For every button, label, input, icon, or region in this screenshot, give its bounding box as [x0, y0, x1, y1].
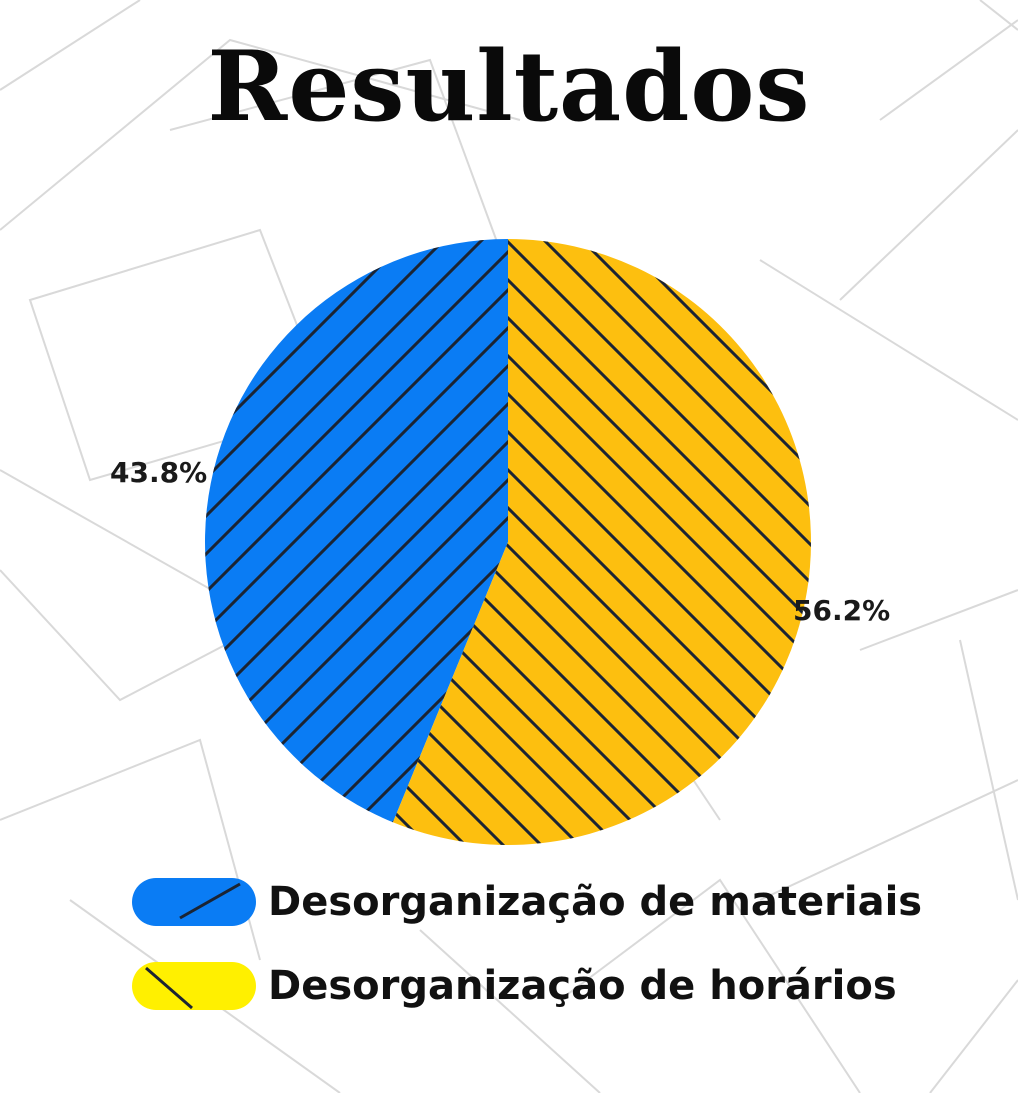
pie-slice-materiais — [204, 239, 508, 823]
legend-swatch-blue — [132, 878, 256, 926]
legend-item-materiais: Desorganização de materiais — [132, 868, 922, 936]
legend: Desorganização de materiais Desorganizaç… — [132, 868, 922, 1036]
slice-label-materiais: 43.8% — [110, 456, 208, 489]
legend-swatch-yellow — [132, 962, 256, 1010]
legend-label-materiais: Desorganização de materiais — [268, 879, 923, 925]
pie-slice-horarios — [392, 239, 811, 845]
legend-label-horarios: Desorganização de horários — [268, 963, 897, 1009]
legend-item-horarios: Desorganização de horários — [132, 952, 922, 1020]
slice-label-horarios: 56.2% — [793, 594, 891, 627]
chart-title: Resultados — [207, 30, 811, 143]
